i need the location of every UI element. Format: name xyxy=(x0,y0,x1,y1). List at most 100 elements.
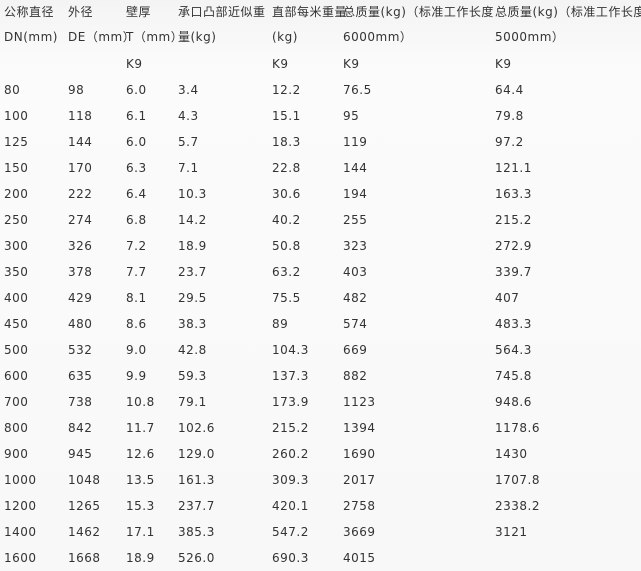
table-row: 1400 1462 17.1 385.3 547.2 3669 3121 xyxy=(0,519,641,545)
header-cell: T（mm） xyxy=(126,30,184,44)
header-cell: DE（mm） xyxy=(68,30,136,44)
table-row: 500 532 9.0 42.8 104.3 669 564.3 xyxy=(0,337,641,363)
table-row: 700 738 10.8 79.1 173.9 1123 948.6 xyxy=(0,389,641,415)
table-cell: 9.0 xyxy=(126,343,147,357)
table-cell: 260.2 xyxy=(272,447,309,461)
header-cell: K9 xyxy=(126,56,143,71)
table-cell: 274 xyxy=(68,213,93,227)
table-cell: 23.7 xyxy=(178,265,207,279)
table-cell: 1000 xyxy=(4,473,37,487)
table-cell: 163.3 xyxy=(495,187,532,201)
table-cell: 1400 xyxy=(4,525,37,539)
header-cell: 直部每米重量 xyxy=(272,5,348,19)
table-cell: 8.1 xyxy=(126,291,147,305)
header-cell: 壁厚 xyxy=(126,5,152,19)
header-cell: K9 xyxy=(272,56,289,71)
table-cell: 100 xyxy=(4,109,29,123)
table-cell: 1178.6 xyxy=(495,421,540,435)
table-row: 300 326 7.2 18.9 50.8 323 272.9 xyxy=(0,233,641,259)
table-cell: 75.5 xyxy=(272,291,301,305)
table-cell: 215.2 xyxy=(495,213,532,227)
header-cell: 公称直径 xyxy=(4,5,55,19)
table-cell: 690.3 xyxy=(272,551,309,565)
table-cell: 150 xyxy=(4,161,29,175)
table-cell: 125 xyxy=(4,135,29,149)
table-cell: 272.9 xyxy=(495,239,532,253)
table-cell: 10.8 xyxy=(126,395,155,409)
table-cell: 500 xyxy=(4,343,29,357)
table-cell: 547.2 xyxy=(272,525,309,539)
table-cell: 59.3 xyxy=(178,369,207,383)
table-cell: 1690 xyxy=(343,447,376,461)
table-cell: 200 xyxy=(4,187,29,201)
header-row: 公称直径 外径 壁厚 承口凸部近似重 直部每米重量 总质量(kg)（标准工作长度 总质量(k… xyxy=(0,0,641,23)
table-cell: 50.8 xyxy=(272,239,301,253)
table-cell: 76.5 xyxy=(343,83,372,97)
table-body: 80 98 6.0 3.4 12.2 76.5 64.4 100 118 6.1 4.3 15.1 95… xyxy=(0,77,641,571)
header-cell: DN(mm) xyxy=(4,29,58,44)
table-cell: 600 xyxy=(4,369,29,383)
table-cell: 6.3 xyxy=(126,161,147,175)
table-cell: 700 xyxy=(4,395,29,409)
table-row: 600 635 9.9 59.3 137.3 882 745.8 xyxy=(0,363,641,389)
header-cell: 外径 xyxy=(68,5,94,19)
table-cell: 1200 xyxy=(4,499,37,513)
table-cell: 102.6 xyxy=(178,421,215,435)
table-cell: 222 xyxy=(68,187,93,201)
table-cell: 1462 xyxy=(68,525,101,539)
table-cell: 945 xyxy=(68,447,93,461)
table-cell: 309.3 xyxy=(272,473,309,487)
table-cell: 564.3 xyxy=(495,343,532,357)
table-cell: 3121 xyxy=(495,525,528,539)
table-row: 450 480 8.6 38.3 89 574 483.3 xyxy=(0,311,641,337)
table-cell: 1600 xyxy=(4,551,37,565)
table-cell: 6.4 xyxy=(126,187,147,201)
table-cell: 22.8 xyxy=(272,161,301,175)
table-row: 125 144 6.0 5.7 18.3 119 97.2 xyxy=(0,129,641,155)
table-cell: 104.3 xyxy=(272,343,309,357)
table-cell: 526.0 xyxy=(178,551,215,565)
table-cell: 2758 xyxy=(343,499,376,513)
table-cell: 30.6 xyxy=(272,187,301,201)
table-cell: 173.9 xyxy=(272,395,309,409)
table-cell: 6.1 xyxy=(126,109,147,123)
header-cell: 总质量(kg)（标准工作长度 xyxy=(343,5,494,19)
table-cell: 738 xyxy=(68,395,93,409)
table-cell: 339.7 xyxy=(495,265,532,279)
table-cell: 1707.8 xyxy=(495,473,540,487)
table-cell: 326 xyxy=(68,239,93,253)
table-cell: 95 xyxy=(343,109,360,123)
table-cell xyxy=(495,545,641,571)
table-cell: 63.2 xyxy=(272,265,301,279)
table-cell: 323 xyxy=(343,239,368,253)
table-cell: 144 xyxy=(68,135,93,149)
table-cell: 18.9 xyxy=(178,239,207,253)
table-cell: 98 xyxy=(68,83,85,97)
table-cell: 137.3 xyxy=(272,369,309,383)
header-cell: 5000mm） xyxy=(495,30,565,44)
header-cell: K9 xyxy=(343,56,360,71)
table-cell: 882 xyxy=(343,369,368,383)
table-cell: 300 xyxy=(4,239,29,253)
table-cell: 745.8 xyxy=(495,369,532,383)
table-cell: 79.1 xyxy=(178,395,207,409)
table-cell: 79.8 xyxy=(495,109,524,123)
table-cell: 400 xyxy=(4,291,29,305)
table-row: 100 118 6.1 4.3 15.1 95 79.8 xyxy=(0,103,641,129)
table-row: 400 429 8.1 29.5 75.5 482 407 xyxy=(0,285,641,311)
table-cell: 15.3 xyxy=(126,499,155,513)
header-row: DN(mm) DE（mm） T（mm） 量(kg) (kg) 6000mm） 5000mm） xyxy=(0,23,641,50)
table-cell: 4015 xyxy=(343,551,376,565)
table-cell: 237.7 xyxy=(178,499,215,513)
header-cell: 承口凸部近似重 xyxy=(178,5,266,19)
table-row: 350 378 7.7 23.7 63.2 403 339.7 xyxy=(0,259,641,285)
table-cell: 40.2 xyxy=(272,213,301,227)
table-cell: 1394 xyxy=(343,421,376,435)
table-row: 80 98 6.0 3.4 12.2 76.5 64.4 xyxy=(0,77,641,103)
table-cell: 450 xyxy=(4,317,29,331)
table-cell: 118 xyxy=(68,109,93,123)
table-cell: 15.1 xyxy=(272,109,301,123)
table-cell: 144 xyxy=(343,161,368,175)
table-row: 800 842 11.7 102.6 215.2 1394 1178.6 xyxy=(0,415,641,441)
